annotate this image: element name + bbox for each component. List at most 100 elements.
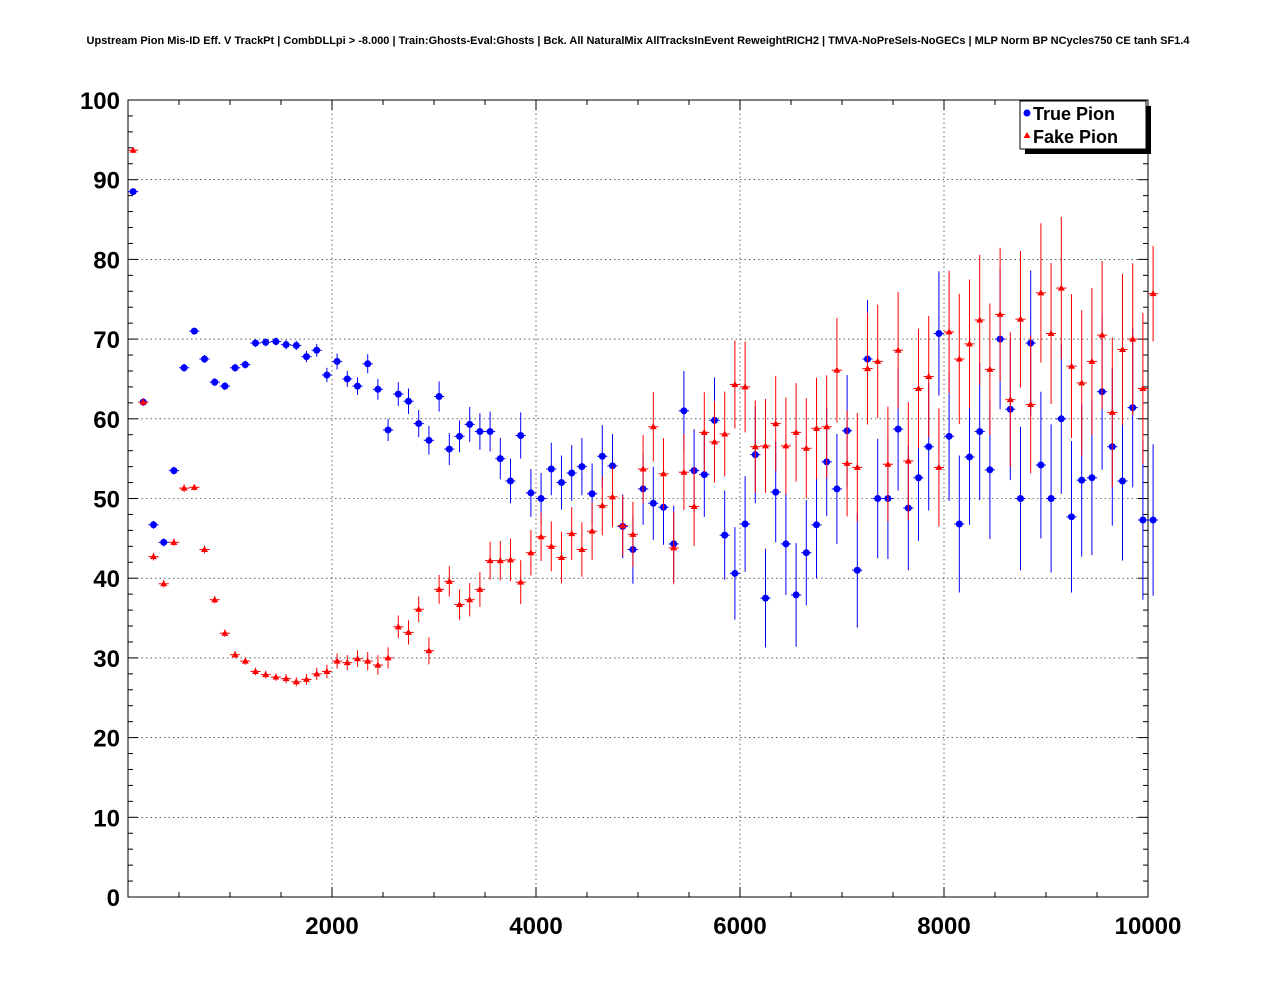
fake-pion-point <box>1027 400 1035 407</box>
legend-true-pion-marker <box>1023 109 1031 117</box>
fake-pion-point <box>201 546 208 553</box>
fake-pion-point <box>496 557 504 564</box>
fake-pion-point <box>1057 284 1065 291</box>
true-pion-point <box>1149 516 1157 524</box>
x-tick-label: 2000 <box>305 913 358 940</box>
y-tick-label: 30 <box>93 646 120 673</box>
true-pion-point <box>588 490 596 498</box>
true-pion-point <box>394 390 402 398</box>
fake-pion-point <box>751 443 759 450</box>
true-pion-point <box>955 520 963 528</box>
true-pion-point <box>792 591 800 599</box>
fake-pion-point <box>649 423 657 430</box>
fake-pion-point <box>466 596 474 603</box>
true-pion-point <box>201 355 208 363</box>
fake-pion-point <box>1078 379 1086 386</box>
fake-pion-point <box>660 470 667 477</box>
fake-pion-point <box>1037 289 1045 296</box>
fake-pion-point <box>792 428 800 435</box>
y-tick-label: 10 <box>93 805 120 832</box>
true-pion-point <box>772 488 780 496</box>
fake-pion-point <box>272 673 280 680</box>
fake-pion-point <box>1006 396 1014 403</box>
fake-pion-point <box>180 484 188 491</box>
true-pion-point <box>833 485 841 493</box>
true-pion-point <box>466 420 474 428</box>
fake-pion-point <box>976 316 984 323</box>
fake-pion-point <box>1047 330 1055 337</box>
y-tick-label: 70 <box>93 327 120 354</box>
true-pion-point <box>496 455 504 463</box>
fake-pion-point <box>537 533 545 540</box>
fake-pion-point <box>262 671 270 678</box>
true-pion-point <box>507 477 514 485</box>
fake-pion-point <box>405 628 412 635</box>
fake-pion-point <box>323 667 331 674</box>
series-fake-pion <box>128 146 1159 687</box>
true-pion-point <box>476 428 484 436</box>
true-pion-point <box>609 462 616 470</box>
true-pion-point <box>894 425 902 433</box>
true-pion-point <box>731 569 739 577</box>
fake-pion-point <box>945 328 953 335</box>
legend-fake-pion-marker <box>1023 132 1031 138</box>
fake-pion-point <box>598 502 606 509</box>
true-pion-point <box>425 436 433 444</box>
fake-pion-point <box>639 465 647 472</box>
fake-pion-point <box>384 654 392 661</box>
true-pion-point <box>721 531 729 539</box>
true-pion-point <box>1078 476 1086 484</box>
axes: 0 10 20 30 40 50 60 70 80 90 100 2000 4000 6000 8000 10… <box>80 88 1181 940</box>
fake-pion-point <box>996 310 1004 317</box>
x-tick-label: 8000 <box>917 913 970 940</box>
fake-pion-point <box>170 538 178 545</box>
true-pion-point <box>680 407 688 415</box>
fake-pion-point <box>864 365 871 372</box>
true-pion-point <box>150 521 157 529</box>
fake-pion-point <box>1017 315 1024 322</box>
fake-pion-point <box>986 365 994 372</box>
fake-pion-point <box>445 577 453 584</box>
true-pion-point <box>547 465 555 473</box>
true-pion-point <box>364 360 372 368</box>
fake-pion-point <box>558 553 565 560</box>
fake-pion-point <box>721 430 729 437</box>
true-pion-point <box>813 521 820 529</box>
true-pion-point <box>160 538 168 546</box>
fake-pion-point <box>731 381 739 388</box>
fake-pion-point <box>282 675 290 682</box>
fake-pion-point <box>231 651 239 658</box>
y-tick-label: 100 <box>80 88 120 115</box>
true-pion-point <box>700 471 708 479</box>
true-pion-point <box>966 453 973 461</box>
fake-pion-point <box>160 580 168 587</box>
fake-pion-point <box>1088 357 1096 364</box>
fake-pion-point <box>333 657 341 664</box>
y-tick-label: 0 <box>107 885 120 912</box>
y-tick-label: 50 <box>93 487 120 514</box>
true-pion-point <box>190 327 198 335</box>
true-pion-point <box>292 341 300 349</box>
true-pion-point <box>578 463 586 471</box>
fake-pion-point <box>762 442 769 449</box>
fake-pion-point <box>843 459 851 466</box>
true-pion-point <box>945 432 953 440</box>
true-pion-point <box>1119 477 1126 485</box>
x-tick-label: 6000 <box>713 913 766 940</box>
fake-pion-point <box>303 675 310 682</box>
true-pion-point <box>1139 516 1147 524</box>
fake-pion-point <box>690 502 698 509</box>
true-pion-point <box>374 385 382 393</box>
true-pion-point <box>415 420 423 428</box>
true-pion-point <box>935 330 943 338</box>
fake-pion-point <box>874 357 882 364</box>
fake-pion-point <box>1108 408 1116 415</box>
fake-pion-point <box>680 468 688 475</box>
true-pion-point <box>1047 495 1055 502</box>
true-pion-point <box>762 594 769 602</box>
fake-pion-point <box>966 340 973 347</box>
true-pion-point <box>853 566 861 574</box>
true-pion-point <box>262 338 270 346</box>
true-pion-point <box>170 467 178 475</box>
